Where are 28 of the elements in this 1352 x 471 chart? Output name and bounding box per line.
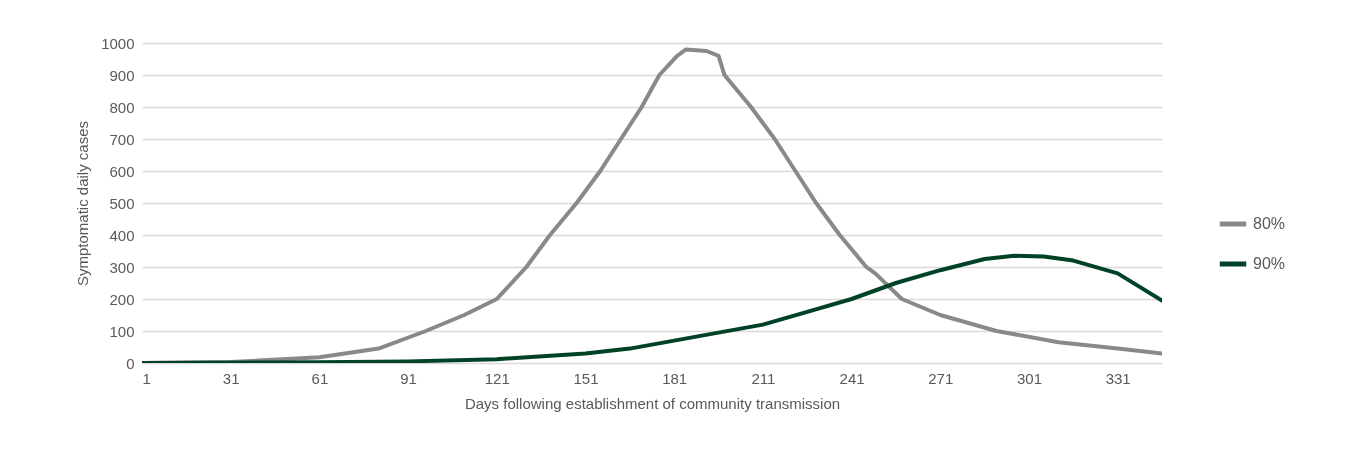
y-tick-label: 800 bbox=[109, 98, 135, 116]
x-tick-label: 1 bbox=[142, 369, 151, 387]
y-tick-label: 700 bbox=[109, 130, 135, 148]
x-tick-label: 151 bbox=[573, 369, 599, 387]
y-tick-label: 300 bbox=[109, 258, 135, 276]
x-tick-label: 301 bbox=[1016, 369, 1042, 387]
x-tick-label: 31 bbox=[222, 369, 240, 387]
x-axis-title: Days following establishment of community transmission bbox=[464, 394, 841, 412]
x-tick-label: 121 bbox=[484, 369, 510, 387]
line-series bbox=[142, 253, 1162, 363]
y-tick-label: 0 bbox=[126, 354, 135, 372]
y-tick-label: 600 bbox=[109, 162, 135, 180]
legend-label: 90% bbox=[1253, 255, 1286, 272]
y-tick-label: 1000 bbox=[101, 34, 135, 52]
y-tick-label: 100 bbox=[109, 322, 135, 340]
x-tick-label: 61 bbox=[311, 369, 329, 387]
y-tick-label: 500 bbox=[109, 194, 135, 212]
x-tick-label: 91 bbox=[400, 369, 417, 387]
y-axis-title: Symptomatic daily cases bbox=[74, 120, 92, 287]
y-tick-label: 200 bbox=[109, 290, 135, 308]
y-tick-label: 900 bbox=[109, 66, 135, 84]
x-tick-label: 331 bbox=[1105, 369, 1131, 387]
legend-label: 80% bbox=[1253, 215, 1286, 232]
x-tick-label: 241 bbox=[839, 369, 865, 387]
x-tick-label: 181 bbox=[662, 369, 688, 387]
x-tick-label: 211 bbox=[751, 369, 776, 387]
x-tick-label: 271 bbox=[928, 369, 954, 387]
y-tick-label: 400 bbox=[109, 226, 135, 244]
